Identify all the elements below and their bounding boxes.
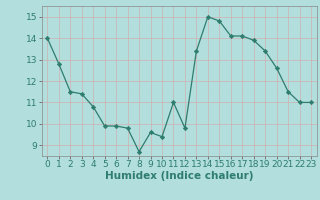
X-axis label: Humidex (Indice chaleur): Humidex (Indice chaleur) [105,171,253,181]
